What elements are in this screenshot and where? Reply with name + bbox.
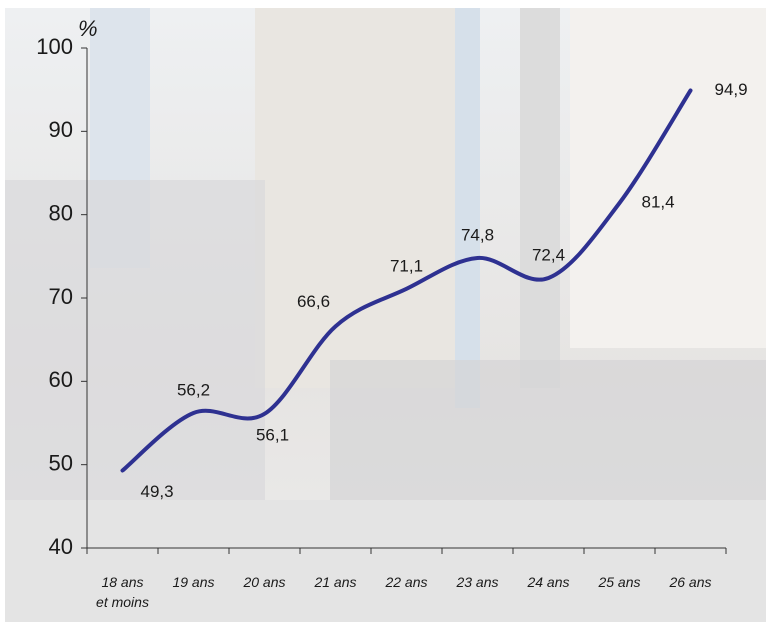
y-tick-label: 50 [49, 450, 73, 475]
x-tick-label: 22 ans [385, 574, 428, 590]
value-label: 49,3 [141, 482, 174, 501]
value-label: 81,4 [642, 192, 675, 211]
x-tick-label: 21 ans [314, 574, 357, 590]
y-tick-label: 70 [49, 284, 73, 309]
value-label: 66,6 [297, 292, 330, 311]
x-tick-label: 19 ans [172, 574, 215, 590]
y-tick-label: 40 [49, 534, 73, 559]
x-tick-label: 24 ans [527, 574, 570, 590]
x-tick-label: 25 ans [598, 574, 641, 590]
x-tick-label: 20 ans [243, 574, 286, 590]
background-photo [5, 8, 766, 622]
x-tick-label: 26 ans [669, 574, 712, 590]
y-tick-label: 100 [36, 34, 73, 59]
value-label: 72,4 [532, 245, 565, 264]
data-line [120, 88, 693, 473]
value-label: 71,1 [390, 256, 423, 275]
value-label: 56,1 [256, 425, 289, 444]
value-label: 74,8 [461, 225, 494, 244]
y-axis-label: % [78, 16, 98, 41]
x-tick-label: 23 ans [456, 574, 499, 590]
x-tick-label: 18 ans et moins [96, 574, 149, 610]
y-tick-label: 90 [49, 117, 73, 142]
value-label: 94,9 [715, 80, 748, 99]
y-tick-label: 80 [49, 200, 73, 225]
value-label: 56,2 [177, 380, 210, 399]
y-tick-label: 60 [49, 367, 73, 392]
